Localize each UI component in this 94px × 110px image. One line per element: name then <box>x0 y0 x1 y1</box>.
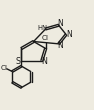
Text: N: N <box>66 30 72 39</box>
Text: N: N <box>57 41 63 50</box>
Text: Cl: Cl <box>41 35 48 40</box>
Text: HN: HN <box>37 25 47 31</box>
Text: S: S <box>16 57 21 66</box>
Text: Cl: Cl <box>1 65 8 71</box>
Text: N: N <box>42 57 47 66</box>
Text: N: N <box>57 19 63 28</box>
